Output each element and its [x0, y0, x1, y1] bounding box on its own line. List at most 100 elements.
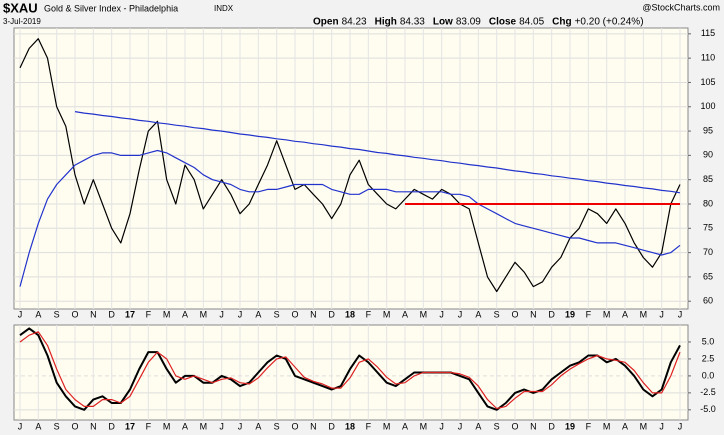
x-tick-label: M	[383, 309, 391, 319]
quote-value: 84.23	[342, 17, 367, 28]
x-tick-label: O	[291, 309, 298, 319]
y-tick-label: 75	[703, 223, 713, 233]
x-tick-label: O	[291, 421, 298, 431]
x-tick-label: S	[274, 421, 280, 431]
x-tick-label: J	[238, 421, 243, 431]
x-tick-label: J	[18, 309, 23, 319]
x-tick-label: O	[71, 421, 78, 431]
symbol: $XAU	[3, 0, 38, 15]
x-tick-label: M	[200, 309, 208, 319]
x-tick-label: D	[548, 421, 555, 431]
y-tick-label: 0.0	[702, 370, 715, 380]
x-tick-label: F	[146, 309, 152, 319]
panel	[13, 324, 689, 421]
x-tick-label: S	[494, 421, 500, 431]
x-tick-label: N	[90, 421, 97, 431]
quote-label: Open	[313, 17, 339, 28]
x-tick-label: J	[659, 421, 664, 431]
x-tick-label: N	[310, 421, 317, 431]
series-line	[74, 111, 681, 194]
x-tick-label: J	[439, 309, 444, 319]
quote-value: 84.33	[400, 17, 425, 28]
series-line	[19, 327, 681, 411]
x-tick-label: A	[35, 421, 41, 431]
x-tick-label: A	[35, 309, 41, 319]
quote-label: High	[375, 17, 397, 28]
x-tick-label: M	[163, 421, 171, 431]
x-tick-label: J	[219, 309, 224, 319]
quote-label: Close	[489, 17, 517, 28]
source: @StockCharts.com	[642, 2, 720, 12]
x-tick-label: A	[182, 309, 188, 319]
y-tick-label: 65	[703, 271, 713, 281]
x-tick-label: F	[146, 421, 152, 431]
x-tick-label: J	[678, 421, 683, 431]
x-tick-label: J	[458, 309, 463, 319]
x-tick-label: A	[255, 309, 261, 319]
y-tick-label: -5.0	[700, 404, 716, 414]
x-tick-label: M	[420, 421, 428, 431]
y-tick-label: 115	[701, 28, 715, 38]
y-tick-label: 95	[703, 125, 713, 135]
date: 3-Jul-2019	[3, 17, 41, 26]
x-tick-label: S	[494, 309, 500, 319]
x-tick-label: S	[54, 309, 60, 319]
x-tick-label: A	[402, 309, 408, 319]
x-tick-label: M	[603, 309, 611, 319]
x-tick-label: D	[108, 309, 115, 319]
x-tick-label: S	[274, 309, 280, 319]
x-tick-label: N	[310, 309, 317, 319]
x-tick-label: D	[108, 421, 115, 431]
x-tick-label: J	[238, 309, 243, 319]
index-name: Gold & Silver Index - Philadelphia	[44, 3, 178, 13]
x-tick-label: M	[163, 309, 171, 319]
x-tick-label: M	[420, 309, 428, 319]
x-tick-label: F	[586, 421, 592, 431]
y-tick-label: -2.5	[700, 387, 716, 397]
y-tick-label: 60	[703, 296, 713, 306]
x-tick-label: A	[475, 309, 481, 319]
x-tick-label: M	[640, 309, 648, 319]
series-line	[19, 149, 681, 287]
x-tick-label: O	[71, 309, 78, 319]
y-tick-label: 85	[703, 174, 713, 184]
x-tick-label: J	[659, 309, 664, 319]
quote-value: +0.20 (+0.24%)	[575, 17, 644, 28]
quote-label: Chg	[552, 17, 571, 28]
x-tick-label: N	[530, 421, 537, 431]
x-tick-label: F	[366, 421, 372, 431]
x-tick-label: M	[603, 421, 611, 431]
quote-value: 84.05	[519, 17, 544, 28]
x-tick-label: O	[511, 309, 518, 319]
x-tick-label: 18	[345, 421, 355, 431]
exchange: INDX	[214, 4, 234, 13]
y-tick-label: 70	[703, 247, 713, 257]
x-tick-label: 18	[345, 309, 355, 319]
x-tick-label: S	[54, 421, 60, 431]
y-tick-label: 90	[703, 150, 713, 160]
y-tick-label: 2.5	[702, 353, 715, 363]
x-tick-label: O	[511, 421, 518, 431]
x-tick-label: D	[548, 309, 555, 319]
x-tick-label: J	[439, 421, 444, 431]
y-tick-label: 80	[703, 198, 713, 208]
x-tick-label: M	[200, 421, 208, 431]
panel	[13, 27, 689, 310]
x-tick-label: F	[586, 309, 592, 319]
x-tick-label: A	[402, 421, 408, 431]
y-tick-label: 110	[701, 53, 715, 63]
x-tick-label: J	[458, 421, 463, 431]
x-tick-label: J	[678, 309, 683, 319]
y-tick-label: 105	[700, 77, 715, 87]
x-tick-label: J	[219, 421, 224, 431]
x-tick-label: 17	[125, 421, 135, 431]
quote: Open 84.23 High 84.33 Low 83.09 Close 84.05 Chg +…	[313, 17, 644, 28]
x-tick-label: D	[328, 309, 335, 319]
x-tick-label: A	[475, 421, 481, 431]
x-tick-label: J	[18, 421, 23, 431]
x-tick-label: A	[255, 421, 261, 431]
x-tick-label: M	[383, 421, 391, 431]
x-tick-label: 19	[565, 421, 575, 431]
x-tick-label: D	[328, 421, 335, 431]
